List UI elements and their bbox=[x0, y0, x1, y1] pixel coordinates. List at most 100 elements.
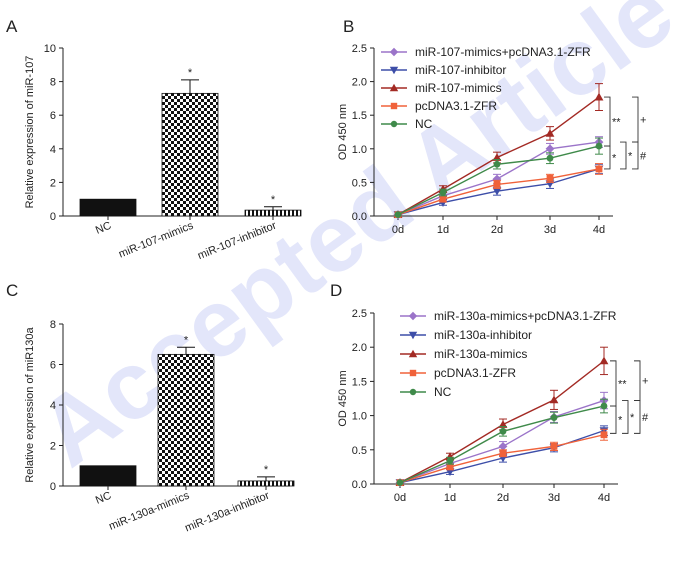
legend-label: NC bbox=[434, 385, 452, 399]
data-point bbox=[493, 181, 501, 188]
data-point bbox=[408, 331, 418, 340]
significance-mark: * bbox=[628, 151, 633, 163]
panel-letter: C bbox=[6, 281, 18, 300]
y-tick-label: 4 bbox=[50, 400, 56, 412]
legend-label: NC bbox=[415, 117, 433, 131]
x-tick-label: miR-107-mimics bbox=[117, 219, 196, 260]
legend-label: miR-130a-inhibitor bbox=[434, 328, 532, 342]
y-tick-label: 0.5 bbox=[352, 445, 367, 457]
y-tick-label: 10 bbox=[44, 43, 56, 55]
y-tick-label: 0 bbox=[50, 211, 56, 223]
data-point bbox=[446, 457, 454, 465]
bar bbox=[161, 92, 219, 217]
y-tick-label: 2 bbox=[50, 177, 56, 189]
y-tick-label: 0 bbox=[50, 481, 56, 493]
y-tick-label: 6 bbox=[50, 360, 56, 372]
data-point bbox=[439, 189, 447, 196]
x-tick-label: 3d bbox=[544, 224, 556, 236]
panel-b: B 0.0 0.5 1.0 1.5 2.0 2.5 OD 450 nm 0d 1d 2d 3d 4d mi… bbox=[337, 17, 647, 236]
legend-label: pcDNA3.1-ZFR bbox=[434, 366, 516, 380]
data-point bbox=[409, 369, 417, 377]
x-tick-label: 1d bbox=[437, 224, 449, 236]
significance-mark: ** bbox=[618, 378, 627, 390]
data-point bbox=[493, 160, 501, 168]
data-point bbox=[394, 211, 402, 219]
bar bbox=[244, 209, 302, 217]
significance-bracket bbox=[620, 141, 627, 170]
data-point bbox=[492, 174, 502, 184]
x-tick-label: miR-130a-inhibitor bbox=[183, 490, 271, 535]
data-point bbox=[389, 66, 399, 75]
y-axis-title: OD 450 nm bbox=[337, 104, 349, 160]
data-point bbox=[600, 402, 608, 410]
significance-mark: * bbox=[271, 194, 276, 206]
data-point bbox=[492, 153, 502, 161]
data-point bbox=[408, 349, 418, 358]
data-point bbox=[595, 165, 603, 173]
data-point bbox=[390, 120, 398, 128]
data-point bbox=[498, 420, 508, 428]
x-tick-label: miR-130a-mimics bbox=[107, 489, 191, 532]
data-point bbox=[550, 414, 558, 422]
significance-bracket bbox=[632, 141, 639, 170]
significance-bracket bbox=[634, 360, 641, 402]
data-point bbox=[549, 395, 559, 404]
x-tick-label: 4d bbox=[598, 492, 610, 504]
x-tick-label: NC bbox=[94, 220, 113, 237]
y-tick-label: 0.0 bbox=[352, 479, 367, 491]
panel-letter: A bbox=[6, 17, 18, 36]
significance-bracket bbox=[634, 400, 641, 434]
data-point bbox=[439, 195, 447, 203]
y-tick-label: 2.5 bbox=[352, 308, 367, 320]
x-tick-label: NC bbox=[94, 490, 113, 507]
significance-mark: * bbox=[264, 464, 269, 476]
bar bbox=[79, 465, 137, 487]
y-tick-label: 8 bbox=[50, 319, 56, 331]
significance-mark: # bbox=[642, 412, 649, 424]
x-tick-label: 3d bbox=[548, 492, 560, 504]
x-tick-label: 0d bbox=[392, 224, 404, 236]
y-tick-label: 2.5 bbox=[352, 43, 367, 55]
legend-label: miR-107-mimics bbox=[415, 81, 502, 95]
legend-label: pcDNA3.1-ZFR bbox=[415, 99, 497, 113]
data-point bbox=[499, 449, 507, 457]
data-point bbox=[499, 427, 507, 435]
y-axis-title: Relative expression of miR-107 bbox=[24, 56, 36, 209]
y-tick-label: 0.0 bbox=[352, 211, 367, 223]
y-tick-label: 1.0 bbox=[352, 411, 367, 423]
data-point bbox=[546, 154, 554, 162]
significance-mark: * bbox=[188, 67, 193, 79]
significance-mark: + bbox=[640, 115, 646, 127]
significance-bracket bbox=[622, 400, 629, 434]
data-point bbox=[600, 431, 608, 439]
significance-bracket bbox=[632, 96, 639, 143]
y-tick-label: 2.0 bbox=[352, 342, 367, 354]
data-point bbox=[545, 128, 555, 137]
data-point bbox=[599, 356, 609, 365]
data-point bbox=[550, 442, 558, 450]
data-point bbox=[390, 102, 398, 110]
significance-mark: # bbox=[640, 151, 647, 163]
significance-mark: * bbox=[612, 153, 617, 165]
y-tick-label: 1.5 bbox=[352, 110, 367, 122]
bar bbox=[79, 198, 137, 217]
legend-label: miR-130a-mimics bbox=[434, 347, 527, 361]
panel-a: A 0 2 4 6 8 10 Relative expression of miR-107 NC… bbox=[6, 17, 302, 262]
significance-mark: * bbox=[630, 412, 635, 424]
significance-mark: * bbox=[618, 415, 623, 427]
x-tick-label: 1d bbox=[444, 492, 456, 504]
y-tick-label: 1.0 bbox=[352, 144, 367, 156]
legend-label: miR-107-mimics+pcDNA3.1-ZFR bbox=[415, 45, 591, 59]
y-tick-label: 2 bbox=[50, 441, 56, 453]
significance-mark: * bbox=[184, 334, 189, 346]
data-point bbox=[546, 174, 554, 182]
data-point bbox=[446, 463, 454, 471]
y-axis-title: OD 450 nm bbox=[337, 370, 349, 426]
legend-label: miR-130a-mimics+pcDNA3.1-ZFR bbox=[434, 309, 617, 323]
data-point bbox=[389, 83, 399, 92]
y-tick-label: 2.0 bbox=[352, 77, 367, 89]
significance-bracket bbox=[604, 145, 611, 170]
x-tick-label: 2d bbox=[497, 492, 509, 504]
bar bbox=[237, 480, 295, 487]
